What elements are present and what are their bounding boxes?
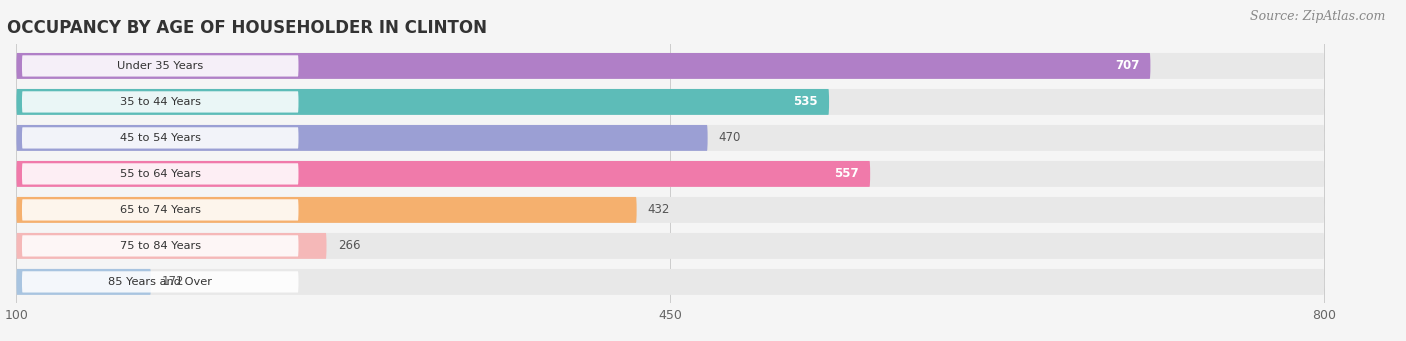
Text: 85 Years and Over: 85 Years and Over bbox=[108, 277, 212, 287]
FancyBboxPatch shape bbox=[17, 89, 1324, 115]
FancyBboxPatch shape bbox=[17, 161, 1324, 187]
FancyBboxPatch shape bbox=[22, 163, 298, 184]
Text: Source: ZipAtlas.com: Source: ZipAtlas.com bbox=[1250, 10, 1385, 23]
FancyBboxPatch shape bbox=[22, 91, 298, 113]
FancyBboxPatch shape bbox=[17, 269, 1324, 295]
FancyBboxPatch shape bbox=[22, 271, 298, 293]
Text: 75 to 84 Years: 75 to 84 Years bbox=[120, 241, 201, 251]
Text: 45 to 54 Years: 45 to 54 Years bbox=[120, 133, 201, 143]
FancyBboxPatch shape bbox=[17, 269, 150, 295]
Text: OCCUPANCY BY AGE OF HOUSEHOLDER IN CLINTON: OCCUPANCY BY AGE OF HOUSEHOLDER IN CLINT… bbox=[7, 19, 486, 37]
FancyBboxPatch shape bbox=[17, 53, 1324, 79]
FancyBboxPatch shape bbox=[17, 233, 326, 259]
FancyBboxPatch shape bbox=[17, 197, 1324, 223]
FancyBboxPatch shape bbox=[17, 197, 637, 223]
FancyBboxPatch shape bbox=[17, 161, 870, 187]
Text: 470: 470 bbox=[718, 131, 741, 145]
Text: 535: 535 bbox=[793, 95, 818, 108]
FancyBboxPatch shape bbox=[17, 53, 1150, 79]
Text: 432: 432 bbox=[648, 203, 671, 217]
Text: 266: 266 bbox=[337, 239, 360, 252]
Text: 65 to 74 Years: 65 to 74 Years bbox=[120, 205, 201, 215]
Text: 55 to 64 Years: 55 to 64 Years bbox=[120, 169, 201, 179]
FancyBboxPatch shape bbox=[17, 89, 830, 115]
FancyBboxPatch shape bbox=[22, 127, 298, 149]
FancyBboxPatch shape bbox=[22, 55, 298, 76]
Text: 35 to 44 Years: 35 to 44 Years bbox=[120, 97, 201, 107]
Text: Under 35 Years: Under 35 Years bbox=[117, 61, 204, 71]
FancyBboxPatch shape bbox=[17, 233, 1324, 259]
Text: 172: 172 bbox=[162, 276, 184, 288]
FancyBboxPatch shape bbox=[17, 125, 1324, 151]
FancyBboxPatch shape bbox=[17, 125, 707, 151]
Text: 557: 557 bbox=[834, 167, 859, 180]
FancyBboxPatch shape bbox=[22, 199, 298, 221]
FancyBboxPatch shape bbox=[22, 235, 298, 256]
Text: 707: 707 bbox=[1115, 59, 1139, 72]
